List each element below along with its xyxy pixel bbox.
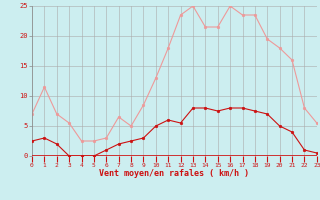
- X-axis label: Vent moyen/en rafales ( km/h ): Vent moyen/en rafales ( km/h ): [100, 169, 249, 178]
